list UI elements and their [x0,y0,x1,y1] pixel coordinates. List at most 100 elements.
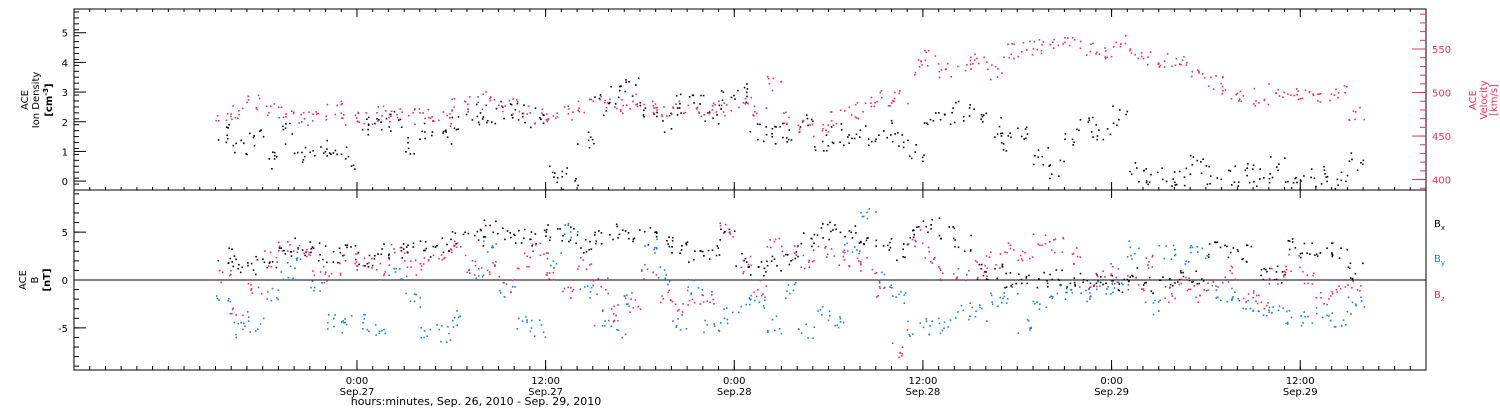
bz-point [1076,247,1078,249]
bx-point [424,249,426,252]
bx-point [1096,274,1098,276]
bz-point [807,261,810,263]
density-point [1340,171,1343,174]
bx-point [1348,267,1351,269]
bz-point [866,257,868,259]
bx-point [1028,274,1030,277]
bx-point [337,261,339,264]
bx-point [860,240,862,243]
velocity-point [498,104,500,107]
bx-point [1001,263,1004,266]
bz-point [610,308,613,310]
velocity-point [1359,106,1361,109]
bz-point [325,271,327,273]
by-point [706,324,708,326]
bz-point [589,264,591,266]
velocity-point [450,123,452,125]
by-point [333,325,335,328]
velocity-point [396,116,399,119]
bx-point [400,250,403,252]
density-point [1088,117,1090,119]
by-point [235,333,237,336]
by-point [842,321,845,324]
density-point [423,122,426,125]
density-point [226,134,228,137]
by-point [1242,307,1245,310]
bx-point [632,238,635,240]
density-point [388,126,391,128]
by-point [294,267,296,269]
by-point [903,302,906,304]
density-point [712,117,714,120]
bx-point [643,230,646,233]
by-point [344,318,346,320]
density-point [367,124,370,127]
by-point [393,268,395,270]
by-point [943,321,946,324]
bx-point [350,246,352,248]
bz-point [471,260,474,262]
by-point [763,307,765,309]
bx-point [930,224,932,226]
velocity-point [1221,92,1223,95]
bx-point [875,245,877,247]
bz-point [1102,270,1104,272]
bz-point [312,270,314,272]
density-point [1362,163,1364,166]
bx-point [1291,241,1294,243]
bz-point [930,260,932,263]
density-point [765,133,768,136]
density-point [886,136,888,139]
bz-point [1299,266,1301,269]
bx-point [1246,261,1248,263]
velocity-point [1301,97,1304,100]
velocity-point [1318,93,1321,95]
density-point [477,121,480,124]
by-point [839,317,842,320]
bx-point [545,228,548,231]
density-point [721,99,724,101]
bx-point [1347,266,1350,268]
bx-point [1121,291,1124,294]
bz-point [753,291,755,294]
density-point [1025,137,1027,140]
velocity-point [592,100,595,102]
bz-point [928,250,930,253]
by-point [1165,245,1167,247]
velocity-point [870,102,872,104]
by-point [321,282,323,284]
bx-point [822,237,824,239]
velocity-point [237,117,239,120]
density-point [1037,149,1040,151]
by-point [713,323,715,325]
bz-point [494,264,496,266]
velocity-point [490,96,492,98]
velocity-point [238,113,240,116]
bx-point [957,246,960,249]
density-point [502,106,504,109]
bz-point [915,240,917,243]
bx-point [509,232,511,234]
bz-point [1186,289,1189,292]
bz-point [1180,282,1182,285]
velocity-point [899,90,901,92]
x-tick-time: 0:00 [346,376,368,387]
bz-point [999,267,1001,269]
bx-point [685,243,688,246]
bz-point [661,295,663,297]
density-point [1251,168,1254,170]
by-point [491,246,493,249]
by-point [1138,247,1140,250]
velocity-point [712,102,715,105]
velocity-point [1125,34,1127,37]
velocity-point [622,104,624,107]
bx-point [263,261,266,264]
density-tick-label: 5 [62,29,68,40]
bx-point [830,230,832,233]
bx-point [436,245,438,247]
bx-point [1079,272,1082,275]
bz-point [1237,298,1239,300]
bz-point [414,259,417,262]
bx-point [495,220,497,223]
density-point [446,136,449,138]
